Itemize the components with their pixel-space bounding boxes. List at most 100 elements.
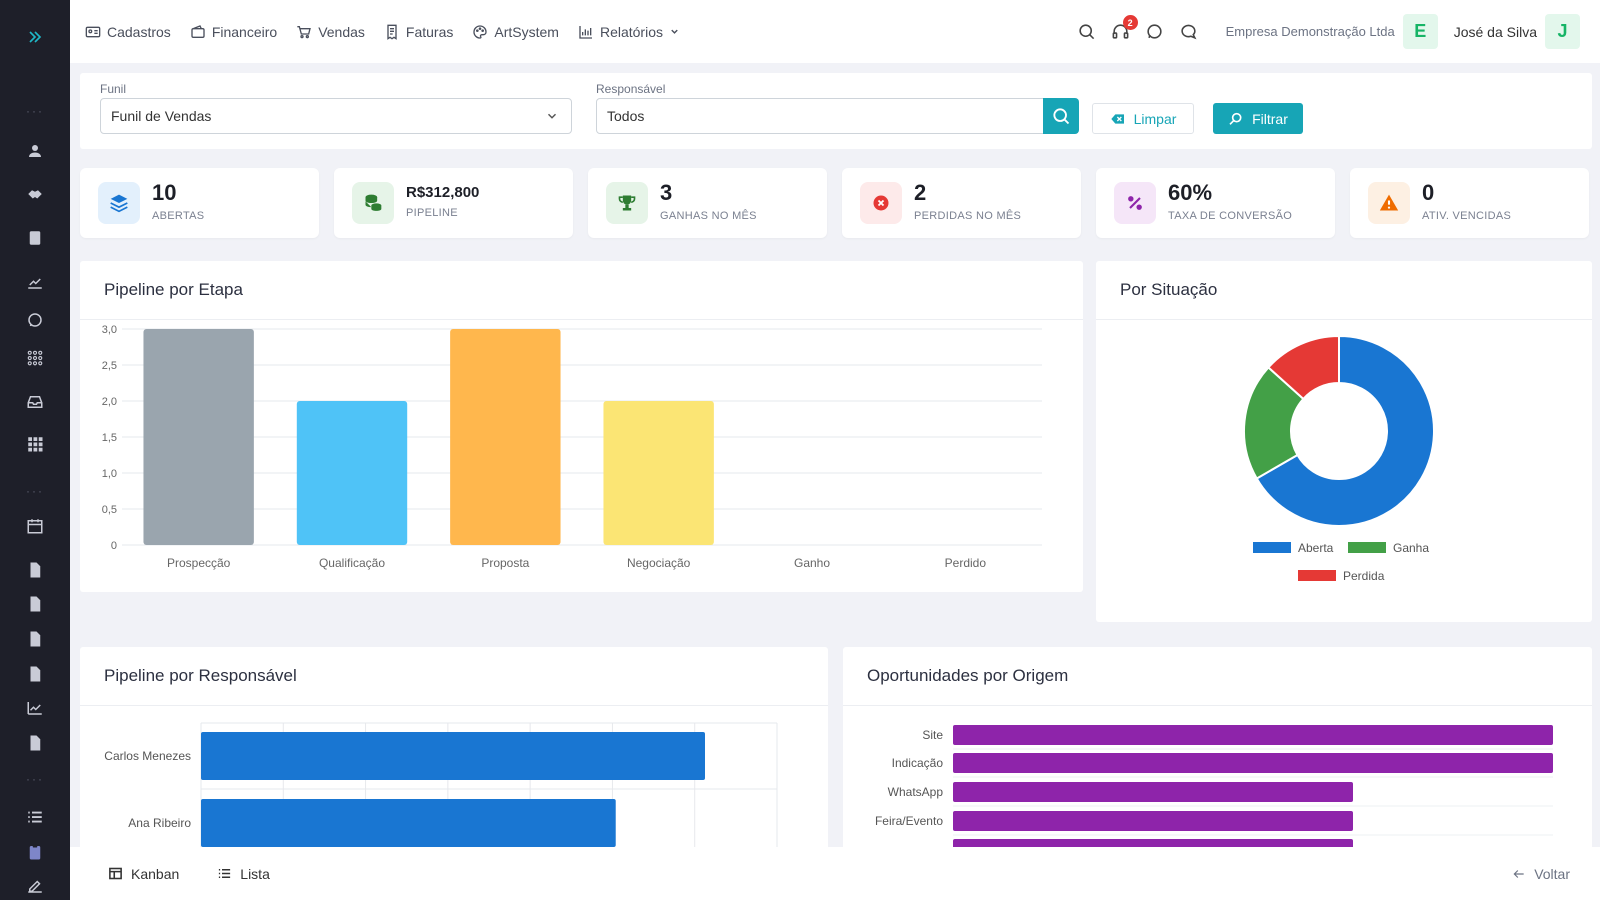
kpi-label: PERDIDAS NO MÊS <box>914 210 1022 222</box>
responsible-label: Responsável <box>596 82 666 96</box>
menu-vendas[interactable]: Vendas <box>296 24 365 40</box>
menu-financeiro[interactable]: Financeiro <box>190 24 277 40</box>
inbox-icon[interactable] <box>0 388 70 416</box>
menu-artsystem[interactable]: ArtSystem <box>472 24 559 40</box>
document-icon[interactable] <box>0 660 70 688</box>
book-icon[interactable] <box>0 224 70 252</box>
sidebar-separator: ··· <box>26 484 44 498</box>
kpi-value: 0 <box>1422 180 1435 205</box>
headset-icon[interactable]: 2 <box>1104 15 1138 41</box>
y-tick-label: 2,5 <box>102 360 117 372</box>
whatsapp-icon[interactable] <box>0 306 70 334</box>
pie-slice <box>1255 334 1435 527</box>
clipboard-icon[interactable] <box>0 838 70 866</box>
panel-title: Pipeline por Etapa <box>104 280 243 299</box>
y-tick-label: Site <box>922 728 943 742</box>
filter-button[interactable]: Filtrar <box>1213 103 1303 134</box>
bar <box>953 753 1553 773</box>
menu-cadastros[interactable]: Cadastros <box>85 24 171 40</box>
menu-faturas-label: Faturas <box>405 23 454 40</box>
bar-chart-icon <box>579 25 592 39</box>
divider <box>80 705 828 706</box>
status-chart-panel: Por Situação Aberta Ganha Perdida <box>1096 261 1592 622</box>
kanban-icon <box>109 867 122 880</box>
origin-bar-chart: Site Indicação WhatsApp Feira/Evento <box>875 725 1553 864</box>
responsible-input[interactable]: Todos <box>596 98 1044 134</box>
apps-grid-icon[interactable] <box>0 430 70 458</box>
filter-button-label: Filtrar <box>1252 110 1288 127</box>
menu-cadastros-label: Cadastros <box>107 23 171 40</box>
user-icon[interactable] <box>0 137 70 165</box>
y-tick-label: 3,0 <box>102 324 117 336</box>
y-tick-label: 0,5 <box>102 504 117 516</box>
sidebar-separator: ··· <box>26 772 44 786</box>
backspace-icon <box>1110 113 1124 124</box>
search-icon[interactable] <box>1070 22 1104 41</box>
sidebar-separator: ··· <box>26 104 44 118</box>
cart-icon <box>297 25 312 38</box>
palette-icon <box>473 24 488 39</box>
document-icon[interactable] <box>0 729 70 757</box>
top-right-actions: 2 Empresa Demonstração Ltda E José da Si… <box>1070 0 1580 63</box>
menu-faturas[interactable]: Faturas <box>384 24 453 40</box>
search-icon <box>1053 108 1070 125</box>
y-tick-label: Feira/Evento <box>875 814 943 828</box>
y-tick-label: Ana Ribeiro <box>128 816 191 830</box>
list-icon[interactable] <box>0 803 70 831</box>
chevrons-right-icon[interactable] <box>0 23 70 51</box>
y-tick-label: Carlos Menezes <box>104 749 191 763</box>
main-menu: Cadastros Financeiro Vendas Faturas ArtS… <box>85 24 699 40</box>
kpi-value: 2 <box>914 180 927 205</box>
menu-artsystem-label: ArtSystem <box>494 23 559 40</box>
stage-bar-chart: 0 0,5 1,0 1,5 2,0 2,5 3,0 Prospecção Qualificaçã… <box>102 324 1042 570</box>
user-avatar[interactable]: J <box>1545 14 1580 49</box>
whatsapp-icon[interactable] <box>1138 22 1172 41</box>
id-card-icon <box>85 26 101 37</box>
y-tick-label: 1,0 <box>102 468 117 480</box>
dots-grid-icon[interactable] <box>0 344 70 372</box>
document-icon[interactable] <box>0 556 70 584</box>
funnel-label: Funil <box>100 82 127 96</box>
chat-icon[interactable] <box>1172 22 1206 41</box>
list-icon <box>219 868 231 879</box>
kpi-card-lost: 2 PERDIDAS NO MÊS <box>842 168 1081 238</box>
bar <box>603 401 714 545</box>
signature-icon[interactable] <box>0 872 70 900</box>
funnel-select[interactable]: Funil de Vendas <box>100 98 572 134</box>
clear-button[interactable]: Limpar <box>1092 103 1194 134</box>
document-icon[interactable] <box>0 590 70 618</box>
bottom-toolbar: Kanban Lista Voltar <box>70 847 1600 900</box>
back-button[interactable]: Voltar <box>1512 866 1570 882</box>
company-avatar[interactable]: E <box>1402 14 1438 49</box>
bar <box>201 732 705 780</box>
x-tick-label: Negociação <box>627 556 691 570</box>
chevron-down-icon <box>671 29 678 34</box>
document-icon[interactable] <box>0 625 70 653</box>
handshake-icon[interactable] <box>0 180 70 208</box>
company-name[interactable]: Empresa Demonstração Ltda <box>1225 24 1395 39</box>
user-name[interactable]: José da Silva <box>1453 23 1537 40</box>
x-tick-label: Ganho <box>794 556 830 570</box>
kpi-card-won: 3 GANHAS NO MÊS <box>588 168 827 238</box>
kpi-card-open: 10 ABERTAS <box>80 168 319 238</box>
bar <box>953 782 1353 802</box>
chart-line-icon[interactable] <box>0 268 70 296</box>
kanban-label: Kanban <box>131 865 180 882</box>
receipt-icon <box>387 24 397 40</box>
trend-icon[interactable] <box>0 694 70 722</box>
y-tick-label: 1,5 <box>102 432 117 444</box>
x-tick-label: Perdido <box>945 556 987 570</box>
bar <box>953 811 1353 831</box>
kpi-label: GANHAS NO MÊS <box>660 210 757 222</box>
responsible-input-value: Todos <box>607 108 645 124</box>
panel-title: Oportunidades por Origem <box>867 666 1069 685</box>
clear-button-label: Limpar <box>1133 110 1177 127</box>
divider <box>1096 319 1592 320</box>
calendar-icon[interactable] <box>0 512 70 540</box>
kanban-button[interactable]: Kanban <box>108 866 179 882</box>
list-button[interactable]: Lista <box>217 866 270 882</box>
divider <box>80 319 1083 320</box>
kpi-label: PIPELINE <box>406 207 458 219</box>
responsible-search-button[interactable] <box>1043 98 1079 134</box>
menu-relatorios[interactable]: Relatórios <box>578 24 680 40</box>
